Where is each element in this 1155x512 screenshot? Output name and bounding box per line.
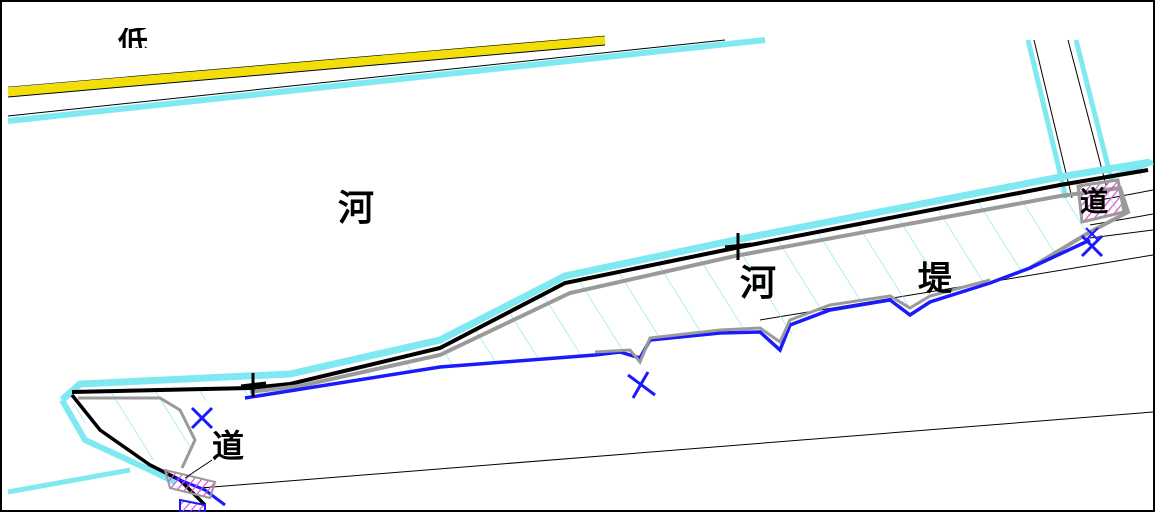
blue-cross-marker bbox=[1085, 227, 1099, 241]
partial-top-label: 低 bbox=[118, 25, 148, 60]
lower-bank-line bbox=[7, 467, 131, 495]
road-left-label: 道 bbox=[212, 427, 245, 465]
highway-band bbox=[7, 35, 606, 98]
blue-cross-marker bbox=[1080, 234, 1104, 258]
blue-cross-marker bbox=[627, 371, 656, 399]
blue-cross-marker bbox=[190, 406, 214, 430]
road-patch-left-2 bbox=[179, 498, 206, 512]
black-cross-marker bbox=[240, 373, 267, 397]
black-cross-marker bbox=[724, 233, 752, 260]
levee-river-label: 河 bbox=[740, 262, 777, 304]
road-patch-left bbox=[163, 468, 217, 500]
upper-bank-line bbox=[7, 37, 766, 124]
road-right-label: 道 bbox=[1080, 185, 1109, 218]
levee-bank-label: 堤 bbox=[918, 259, 952, 299]
road-patch-right bbox=[1076, 178, 1126, 224]
road-edge bbox=[244, 238, 1091, 400]
road-edge-gray bbox=[594, 278, 991, 365]
river-area-label: 河 bbox=[338, 187, 375, 229]
road-label-leader bbox=[184, 459, 213, 479]
